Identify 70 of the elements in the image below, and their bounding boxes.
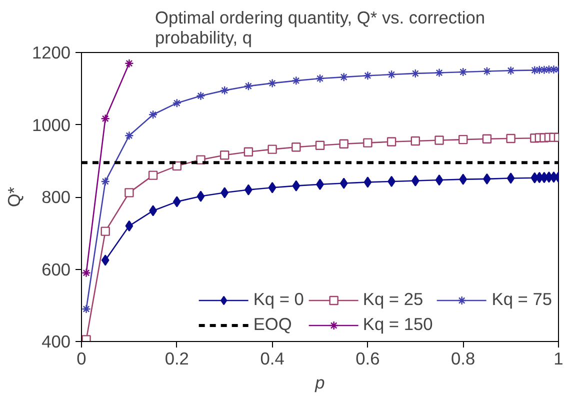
point	[435, 174, 444, 186]
point	[268, 78, 277, 88]
point	[244, 81, 254, 91]
point	[268, 144, 277, 154]
point	[339, 139, 348, 148]
x-tick-label: 0.8	[451, 348, 476, 368]
point	[434, 136, 444, 145]
point	[386, 137, 396, 146]
point	[482, 66, 492, 76]
point	[434, 68, 444, 78]
point	[506, 66, 516, 76]
point	[506, 134, 516, 144]
point	[124, 188, 134, 198]
x-tick-label: 1	[554, 348, 564, 368]
x-tick-label: 0.2	[164, 348, 189, 368]
legend-label: Kq = 75	[492, 289, 552, 310]
point	[148, 110, 158, 120]
legend-label: Kq = 0	[253, 289, 304, 310]
point	[101, 254, 110, 266]
x-axis-title: p	[314, 372, 326, 392]
x-tick-label: 0.6	[356, 348, 380, 368]
y-tick-label: 600	[42, 259, 71, 280]
point	[411, 175, 420, 186]
point	[292, 76, 301, 86]
point	[124, 58, 134, 68]
point	[220, 150, 230, 160]
legend-label: Kq = 25	[362, 289, 424, 310]
point	[458, 67, 468, 77]
y-axis-title: Q*	[4, 186, 24, 208]
x-tick-label: 0.4	[260, 348, 285, 368]
point	[363, 71, 372, 80]
point	[506, 172, 515, 184]
point	[386, 70, 396, 80]
point	[458, 134, 468, 144]
point	[292, 142, 301, 152]
y-tick-label: 400	[42, 332, 71, 352]
point	[220, 187, 229, 198]
point	[315, 74, 325, 84]
point	[244, 147, 254, 156]
point	[100, 226, 110, 236]
point	[339, 72, 348, 82]
point	[172, 98, 182, 108]
point	[100, 176, 110, 186]
point	[292, 180, 300, 192]
point	[459, 174, 468, 185]
point	[100, 114, 110, 124]
legend-label: EOQ	[253, 314, 292, 335]
point	[82, 268, 91, 278]
point	[125, 220, 134, 232]
point	[268, 182, 276, 194]
point	[196, 91, 206, 100]
point	[410, 68, 420, 78]
point	[364, 176, 372, 188]
y-tick-label: 800	[42, 187, 71, 207]
point	[410, 136, 420, 146]
point	[148, 170, 158, 180]
point	[482, 134, 492, 144]
point	[124, 130, 134, 140]
point	[196, 190, 205, 202]
point	[172, 196, 181, 208]
point	[363, 138, 372, 148]
y-tick-label: 1200	[32, 42, 71, 62]
legend-label: Kq = 150	[362, 314, 433, 335]
point	[220, 86, 230, 96]
point	[82, 304, 91, 314]
chart-title: Optimal ordering quantity, Q* vs. correction probability, q	[154, 8, 486, 48]
x-tick-label: 0	[76, 348, 86, 368]
point	[315, 140, 325, 150]
point	[340, 178, 348, 189]
y-tick-label: 1000	[32, 114, 71, 135]
